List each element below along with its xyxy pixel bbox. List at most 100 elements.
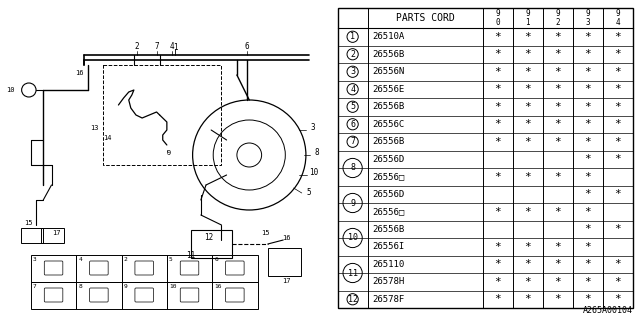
Text: 17: 17: [52, 230, 61, 236]
Text: *: *: [614, 189, 621, 199]
Text: *: *: [614, 224, 621, 234]
Text: *: *: [614, 49, 621, 59]
Text: *: *: [614, 259, 621, 269]
Text: 1: 1: [350, 32, 355, 41]
Text: *: *: [614, 137, 621, 147]
Text: 10: 10: [348, 234, 358, 243]
Text: *: *: [554, 49, 561, 59]
Bar: [167, 282, 212, 309]
Text: *: *: [584, 172, 591, 182]
Text: 26556C: 26556C: [372, 120, 405, 129]
Text: *: *: [584, 207, 591, 217]
Text: *: *: [525, 277, 531, 287]
Text: *: *: [554, 294, 561, 304]
Text: 11: 11: [186, 251, 195, 260]
Text: 2: 2: [350, 50, 355, 59]
Text: 6: 6: [350, 120, 355, 129]
Text: 13: 13: [91, 125, 99, 131]
Text: 11: 11: [348, 268, 358, 277]
Bar: [167, 255, 212, 282]
Text: 7: 7: [33, 284, 36, 289]
Text: 9: 9: [167, 150, 171, 156]
Bar: [191, 230, 232, 258]
Text: *: *: [495, 242, 501, 252]
Text: *: *: [614, 84, 621, 94]
Text: 2: 2: [124, 257, 127, 262]
Text: 14: 14: [103, 135, 111, 141]
Text: 26556B: 26556B: [372, 50, 405, 59]
Bar: [31, 282, 76, 309]
Text: *: *: [554, 259, 561, 269]
Text: *: *: [495, 84, 501, 94]
Text: 4: 4: [78, 257, 82, 262]
Text: 7: 7: [154, 42, 159, 51]
Text: *: *: [584, 67, 591, 77]
Text: *: *: [525, 242, 531, 252]
Text: *: *: [584, 189, 591, 199]
Bar: [122, 282, 167, 309]
Text: *: *: [554, 277, 561, 287]
Text: *: *: [584, 294, 591, 304]
Text: *: *: [525, 259, 531, 269]
Text: *: *: [584, 137, 591, 147]
Text: *: *: [525, 49, 531, 59]
Text: 26556B: 26556B: [372, 225, 405, 234]
Text: *: *: [554, 207, 561, 217]
Text: 26556□: 26556□: [372, 207, 405, 216]
Text: *: *: [614, 294, 621, 304]
Text: *: *: [525, 102, 531, 112]
Text: 26556E: 26556E: [372, 85, 405, 94]
Bar: [212, 255, 257, 282]
Text: 5: 5: [169, 257, 173, 262]
Text: 26556I: 26556I: [372, 242, 405, 251]
Text: 4: 4: [350, 85, 355, 94]
Text: *: *: [584, 102, 591, 112]
Text: *: *: [554, 32, 561, 42]
Text: 4: 4: [170, 42, 174, 51]
Text: 9
0: 9 0: [495, 9, 500, 27]
Text: 2: 2: [134, 42, 140, 51]
Text: *: *: [584, 49, 591, 59]
Text: *: *: [525, 67, 531, 77]
Text: *: *: [554, 102, 561, 112]
Text: *: *: [584, 242, 591, 252]
Text: 6: 6: [214, 257, 218, 262]
Text: *: *: [525, 84, 531, 94]
Text: 8: 8: [315, 148, 319, 157]
Bar: [76, 282, 122, 309]
Text: 7: 7: [350, 137, 355, 146]
Bar: [212, 282, 257, 309]
Text: *: *: [584, 84, 591, 94]
Text: 3: 3: [33, 257, 36, 262]
Text: *: *: [495, 102, 501, 112]
Text: *: *: [614, 119, 621, 129]
Text: 5: 5: [350, 102, 355, 111]
Text: 10: 10: [169, 284, 177, 289]
Text: 15: 15: [262, 230, 270, 236]
Text: 26556B: 26556B: [372, 137, 405, 146]
Text: *: *: [584, 154, 591, 164]
Text: *: *: [614, 102, 621, 112]
Text: 26578H: 26578H: [372, 277, 405, 286]
Text: *: *: [525, 137, 531, 147]
Text: 6: 6: [245, 42, 250, 51]
Text: *: *: [525, 207, 531, 217]
Bar: [103, 65, 221, 165]
Text: 12: 12: [204, 233, 214, 242]
Text: *: *: [584, 224, 591, 234]
Text: 26556D: 26556D: [372, 190, 405, 199]
Text: 9
2: 9 2: [556, 9, 560, 27]
Text: 16: 16: [214, 284, 221, 289]
Text: 9: 9: [350, 198, 355, 207]
Text: *: *: [614, 32, 621, 42]
Bar: [20, 228, 44, 243]
Text: 8: 8: [350, 164, 355, 172]
Text: 12: 12: [348, 295, 358, 304]
Text: *: *: [495, 207, 501, 217]
Text: *: *: [495, 277, 501, 287]
Text: *: *: [554, 119, 561, 129]
Text: 15: 15: [24, 220, 33, 226]
Text: *: *: [554, 137, 561, 147]
Text: *: *: [584, 277, 591, 287]
Text: *: *: [554, 84, 561, 94]
